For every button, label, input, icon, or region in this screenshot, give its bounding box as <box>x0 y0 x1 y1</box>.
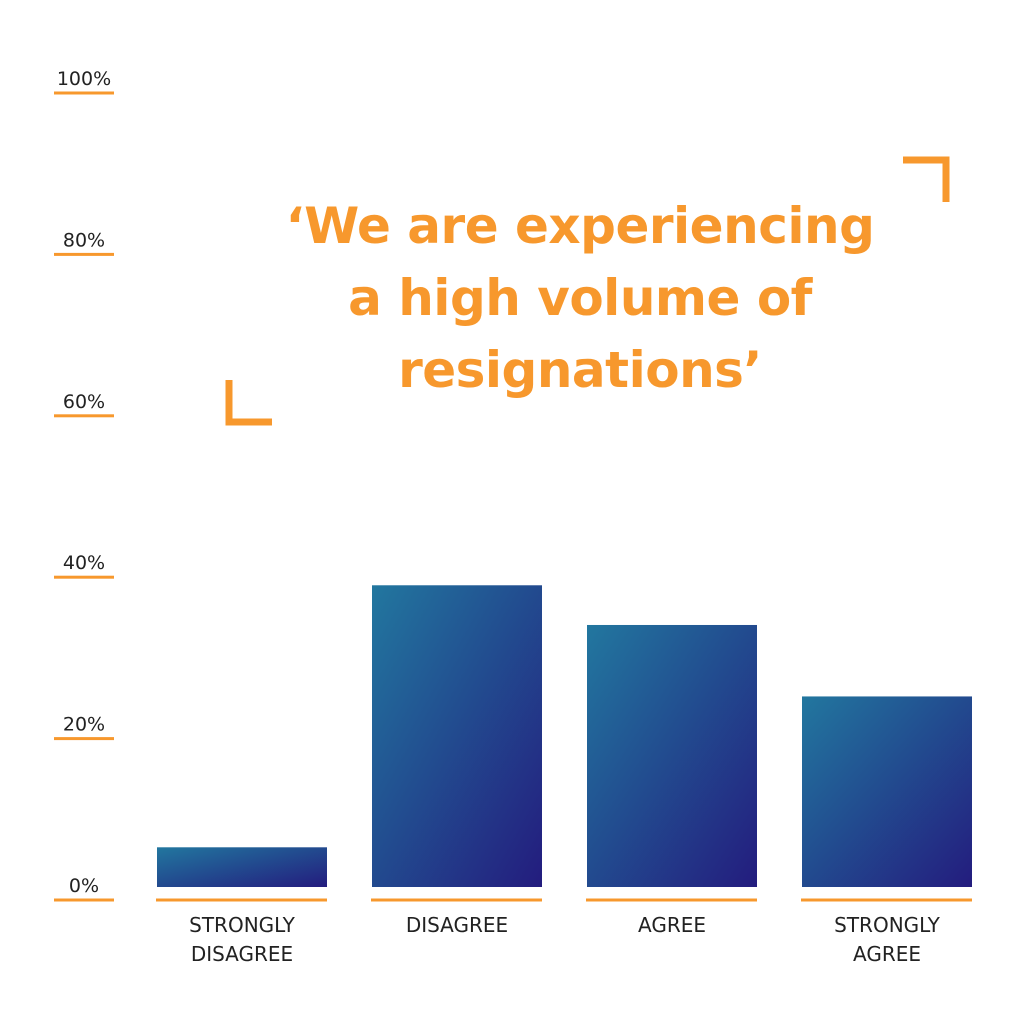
x-tick-label: STRONGLY <box>834 913 940 937</box>
y-tick-label: 40% <box>63 552 105 574</box>
x-tick-label: DISAGREE <box>406 913 508 937</box>
title-line: ‘We are experiencing <box>285 197 875 255</box>
bracket-top-right <box>903 156 950 202</box>
x-tick-label: STRONGLY <box>189 913 295 937</box>
y-tick-line <box>54 414 114 418</box>
title-line: resignations’ <box>398 341 762 399</box>
x-tick-label: AGREE <box>638 913 706 937</box>
y-tick-label: 80% <box>63 229 105 251</box>
y-tick-label: 0% <box>69 875 99 897</box>
y-tick-line <box>54 575 114 579</box>
bar <box>157 847 327 887</box>
y-tick-label: 20% <box>63 714 105 736</box>
bar <box>372 585 542 887</box>
y-tick-line <box>54 252 114 256</box>
bar <box>802 696 972 887</box>
x-category-underline <box>156 898 327 902</box>
x-tick-label: DISAGREE <box>191 942 293 966</box>
quote-brackets <box>225 156 950 426</box>
x-tick-label: AGREE <box>853 942 921 966</box>
x-category-underline <box>371 898 542 902</box>
bar <box>587 624 757 887</box>
title-line: a high volume of <box>348 269 812 327</box>
x-category-underline <box>801 898 972 902</box>
y-tick-label: 100% <box>57 68 111 90</box>
y-tick-line <box>54 898 114 902</box>
chart-title: ‘We are experiencing a high volume of re… <box>200 190 960 406</box>
y-tick-line <box>54 91 114 95</box>
bracket-bottom-left <box>225 380 272 426</box>
y-tick-label: 60% <box>63 391 105 413</box>
y-tick-line <box>54 737 114 741</box>
x-category-underline <box>586 898 757 902</box>
